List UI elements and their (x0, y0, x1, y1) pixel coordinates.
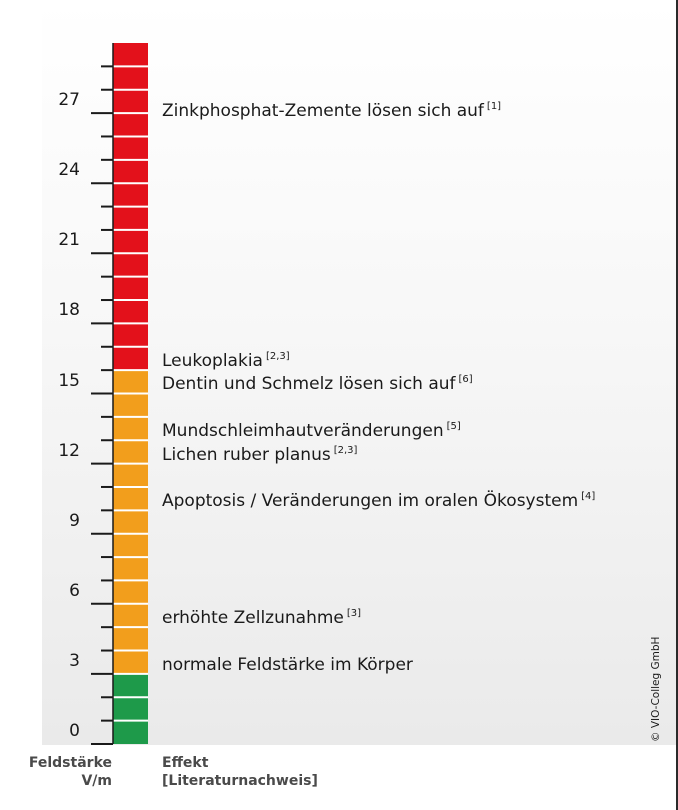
effect-text: Leukoplakia (162, 351, 263, 372)
effect-annotation: Leukoplakia [2,3] (162, 351, 290, 371)
scale-band-1 (113, 370, 148, 674)
y-tick-label: 12 (58, 440, 80, 461)
effect-annotation: Apoptosis / Veränderungen im oralen Ökos… (162, 491, 595, 511)
effect-reference: [2,3] (265, 351, 290, 363)
effect-annotation: normale Feldstärke im Körper (162, 655, 413, 675)
effect-column-header: Effekt [Literaturnachweis] (162, 754, 318, 790)
y-axis-label-line2: V/m (81, 773, 112, 789)
effect-annotation: Zinkphosphat-Zemente lösen sich auf [1] (162, 101, 501, 121)
effect-reference: [5] (446, 421, 461, 433)
effect-annotation: Lichen ruber planus [2,3] (162, 445, 357, 465)
scale-column (91, 43, 148, 745)
effect-reference: [4] (581, 491, 596, 503)
effect-text: Lichen ruber planus (162, 444, 331, 465)
effect-header-line1: Effekt (162, 755, 209, 771)
y-axis-label: Feldstärke V/m (6, 754, 112, 790)
effect-annotation: Dentin und Schmelz lösen sich auf [6] (162, 374, 473, 394)
y-tick-label: 6 (69, 580, 80, 601)
y-tick-label: 15 (58, 370, 80, 391)
copyright-note: © VIO-Colleg GmbH (650, 636, 662, 742)
y-tick-label: 24 (58, 160, 80, 181)
y-tick-label: 3 (69, 650, 80, 671)
effect-text: Zinkphosphat-Zemente lösen sich auf (162, 101, 484, 122)
effect-reference: [6] (458, 374, 473, 386)
effect-annotation: Mundschleimhautveränderungen [5] (162, 421, 461, 441)
effect-reference: [3] (346, 608, 362, 620)
effect-annotation: erhöhte Zellzunahme [3] (162, 608, 361, 628)
effect-header-line2: [Literaturnachweis] (162, 773, 318, 789)
effect-text: normale Feldstärke im Körper (162, 654, 413, 675)
effect-text: Mundschleimhautveränderungen (162, 421, 444, 442)
y-tick-label: 0 (69, 721, 80, 741)
effect-text: Apoptosis / Veränderungen im oralen Ökos… (162, 491, 579, 512)
y-axis-label-line1: Feldstärke (28, 755, 112, 771)
effect-text: Dentin und Schmelz lösen sich auf (162, 374, 456, 395)
effect-reference: [1] (486, 101, 502, 113)
y-tick-label: 21 (58, 230, 80, 251)
y-tick-label: 18 (58, 300, 80, 321)
y-tick-label: 27 (58, 90, 80, 111)
effect-text: erhöhte Zellzunahme (162, 608, 344, 629)
effect-reference: [2,3] (333, 444, 358, 456)
scale-band-0 (113, 673, 148, 744)
y-tick-label: 9 (69, 510, 80, 531)
